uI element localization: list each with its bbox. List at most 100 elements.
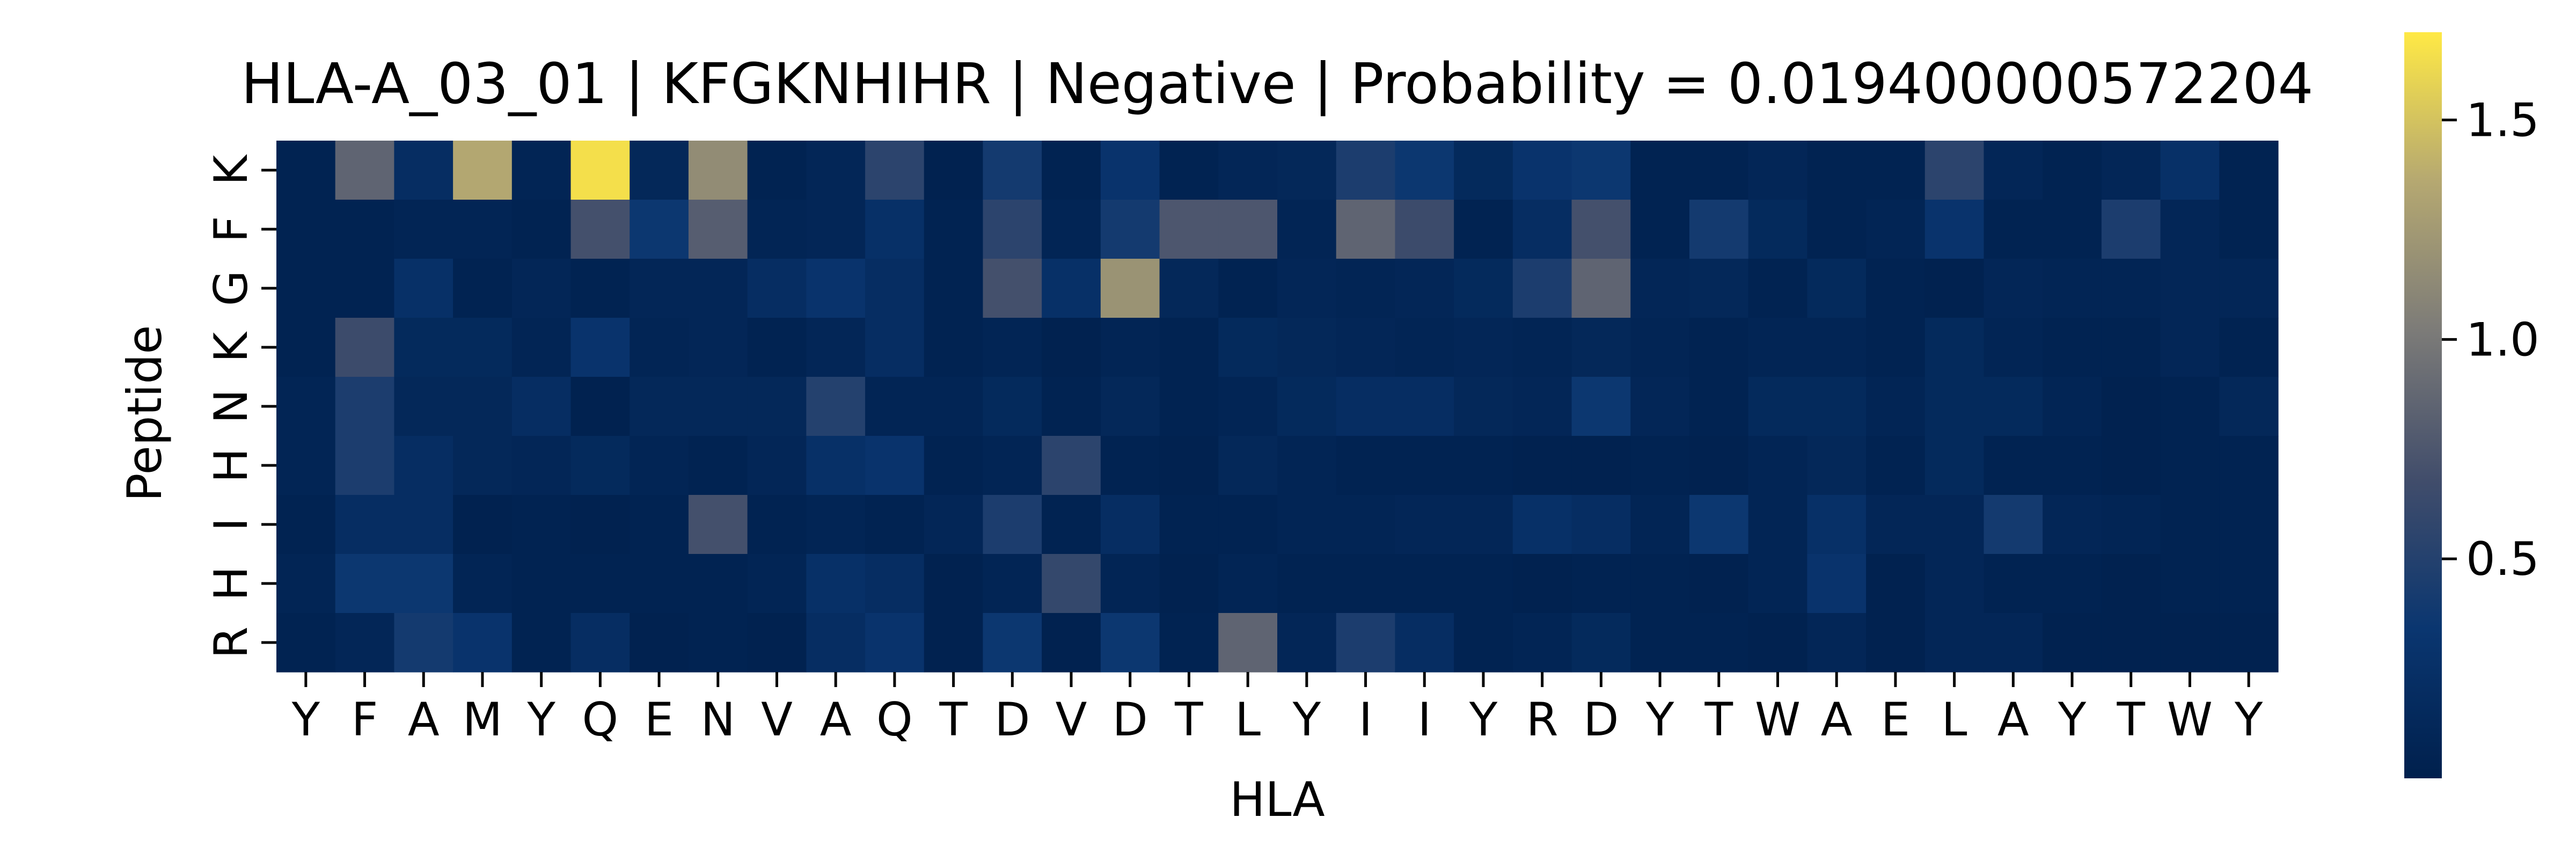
heatmap-cell <box>1042 141 1101 200</box>
heatmap-cell <box>453 318 513 377</box>
heatmap-cell <box>630 554 689 614</box>
heatmap-cell <box>1159 377 1219 436</box>
heatmap-cell <box>1807 377 1867 436</box>
heatmap-cell <box>1277 318 1337 377</box>
heatmap-cell <box>1571 613 1631 673</box>
heatmap-cell <box>747 495 807 554</box>
heatmap-cell <box>394 377 453 436</box>
heatmap-cell <box>511 318 572 377</box>
heatmap-cell <box>2043 554 2102 614</box>
x-tick-label: A <box>1821 693 1853 747</box>
heatmap-cell <box>1866 554 1926 614</box>
heatmap-cell <box>1984 141 2043 200</box>
heatmap-cell <box>806 318 866 377</box>
heatmap-cell <box>806 377 866 436</box>
x-tick-label: Y <box>291 693 320 747</box>
heatmap-cell <box>1630 318 1690 377</box>
heatmap-cell <box>630 436 689 495</box>
heatmap-cell <box>2043 613 2102 673</box>
heatmap-cell <box>453 141 513 200</box>
heatmap-cell <box>1159 613 1219 673</box>
heatmap-cell <box>1512 613 1572 673</box>
heatmap-cell <box>1218 259 1278 318</box>
x-tick-label: A <box>1997 693 2029 747</box>
heatmap-cell <box>1748 554 1807 614</box>
heatmap-cell <box>335 613 395 673</box>
heatmap-cell <box>570 436 630 495</box>
heatmap-cell <box>570 259 630 318</box>
heatmap-cell <box>1984 377 2043 436</box>
heatmap-cell <box>2101 141 2161 200</box>
heatmap-cell <box>1571 200 1631 259</box>
heatmap-cell <box>1689 259 1749 318</box>
heatmap-cell <box>511 377 572 436</box>
x-tick-label: V <box>1056 693 1087 747</box>
heatmap-cell <box>983 200 1042 259</box>
heatmap-cell <box>1571 377 1631 436</box>
heatmap-cell <box>1218 436 1278 495</box>
heatmap-cell <box>1866 318 1926 377</box>
heatmap-cell <box>1042 495 1101 554</box>
heatmap-cell <box>983 377 1042 436</box>
x-tick-label: D <box>1583 693 1619 747</box>
heatmap-cell <box>453 200 513 259</box>
heatmap-cell <box>453 495 513 554</box>
heatmap-cell <box>1512 318 1572 377</box>
heatmap-cell <box>1100 436 1160 495</box>
heatmap-cell <box>1748 495 1807 554</box>
heatmap-cell <box>1454 318 1513 377</box>
heatmap-cell <box>1336 318 1396 377</box>
heatmap-cell <box>747 259 807 318</box>
heatmap-cell <box>1218 495 1278 554</box>
heatmap-cell <box>1984 554 2043 614</box>
y-tick-label: N <box>204 389 258 424</box>
heatmap-cell <box>688 613 748 673</box>
heatmap-cell <box>1159 141 1219 200</box>
heatmap-cell <box>394 259 453 318</box>
heatmap-cell <box>1042 259 1101 318</box>
heatmap-cell <box>924 318 984 377</box>
heatmap-cell <box>1748 141 1807 200</box>
y-tick-label: G <box>204 271 258 306</box>
y-tick-label: F <box>204 216 258 242</box>
heatmap-cell <box>1218 200 1278 259</box>
x-tick-label: Y <box>1645 693 1674 747</box>
x-tick-label: T <box>2116 693 2145 747</box>
heatmap-cell <box>1924 613 1985 673</box>
heatmap-cell <box>1630 377 1690 436</box>
heatmap-cell <box>2101 613 2161 673</box>
heatmap-cell <box>1395 554 1454 614</box>
heatmap-cell <box>2043 200 2102 259</box>
heatmap-cell <box>806 613 866 673</box>
heatmap-cell <box>806 200 866 259</box>
heatmap-cell <box>1807 318 1867 377</box>
heatmap-cell <box>1866 259 1926 318</box>
heatmap-cell <box>1454 200 1513 259</box>
heatmap-cell <box>276 200 336 259</box>
heatmap-cell <box>2043 436 2102 495</box>
heatmap-cell <box>1748 259 1807 318</box>
x-tick-label: Y <box>526 693 555 747</box>
heatmap-cell <box>335 200 395 259</box>
heatmap-cell <box>1395 377 1454 436</box>
heatmap-cell <box>983 436 1042 495</box>
heatmap-cell <box>983 259 1042 318</box>
heatmap-cell <box>2043 141 2102 200</box>
heatmap-cell <box>1159 200 1219 259</box>
heatmap-cell <box>2219 259 2279 318</box>
heatmap-cell <box>983 554 1042 614</box>
heatmap-cell <box>983 495 1042 554</box>
heatmap-cell <box>1277 259 1337 318</box>
colorbar-tick-label: 0.5 <box>2466 532 2540 586</box>
heatmap-cell <box>335 554 395 614</box>
heatmap-cell <box>1100 141 1160 200</box>
heatmap-cell <box>2219 318 2279 377</box>
heatmap-cell <box>688 259 748 318</box>
heatmap-cell <box>747 613 807 673</box>
heatmap-cell <box>1630 259 1690 318</box>
heatmap-cell <box>1159 436 1219 495</box>
heatmap-cell <box>1218 141 1278 200</box>
heatmap-cell <box>1571 318 1631 377</box>
x-tick-label: E <box>1881 693 1910 747</box>
